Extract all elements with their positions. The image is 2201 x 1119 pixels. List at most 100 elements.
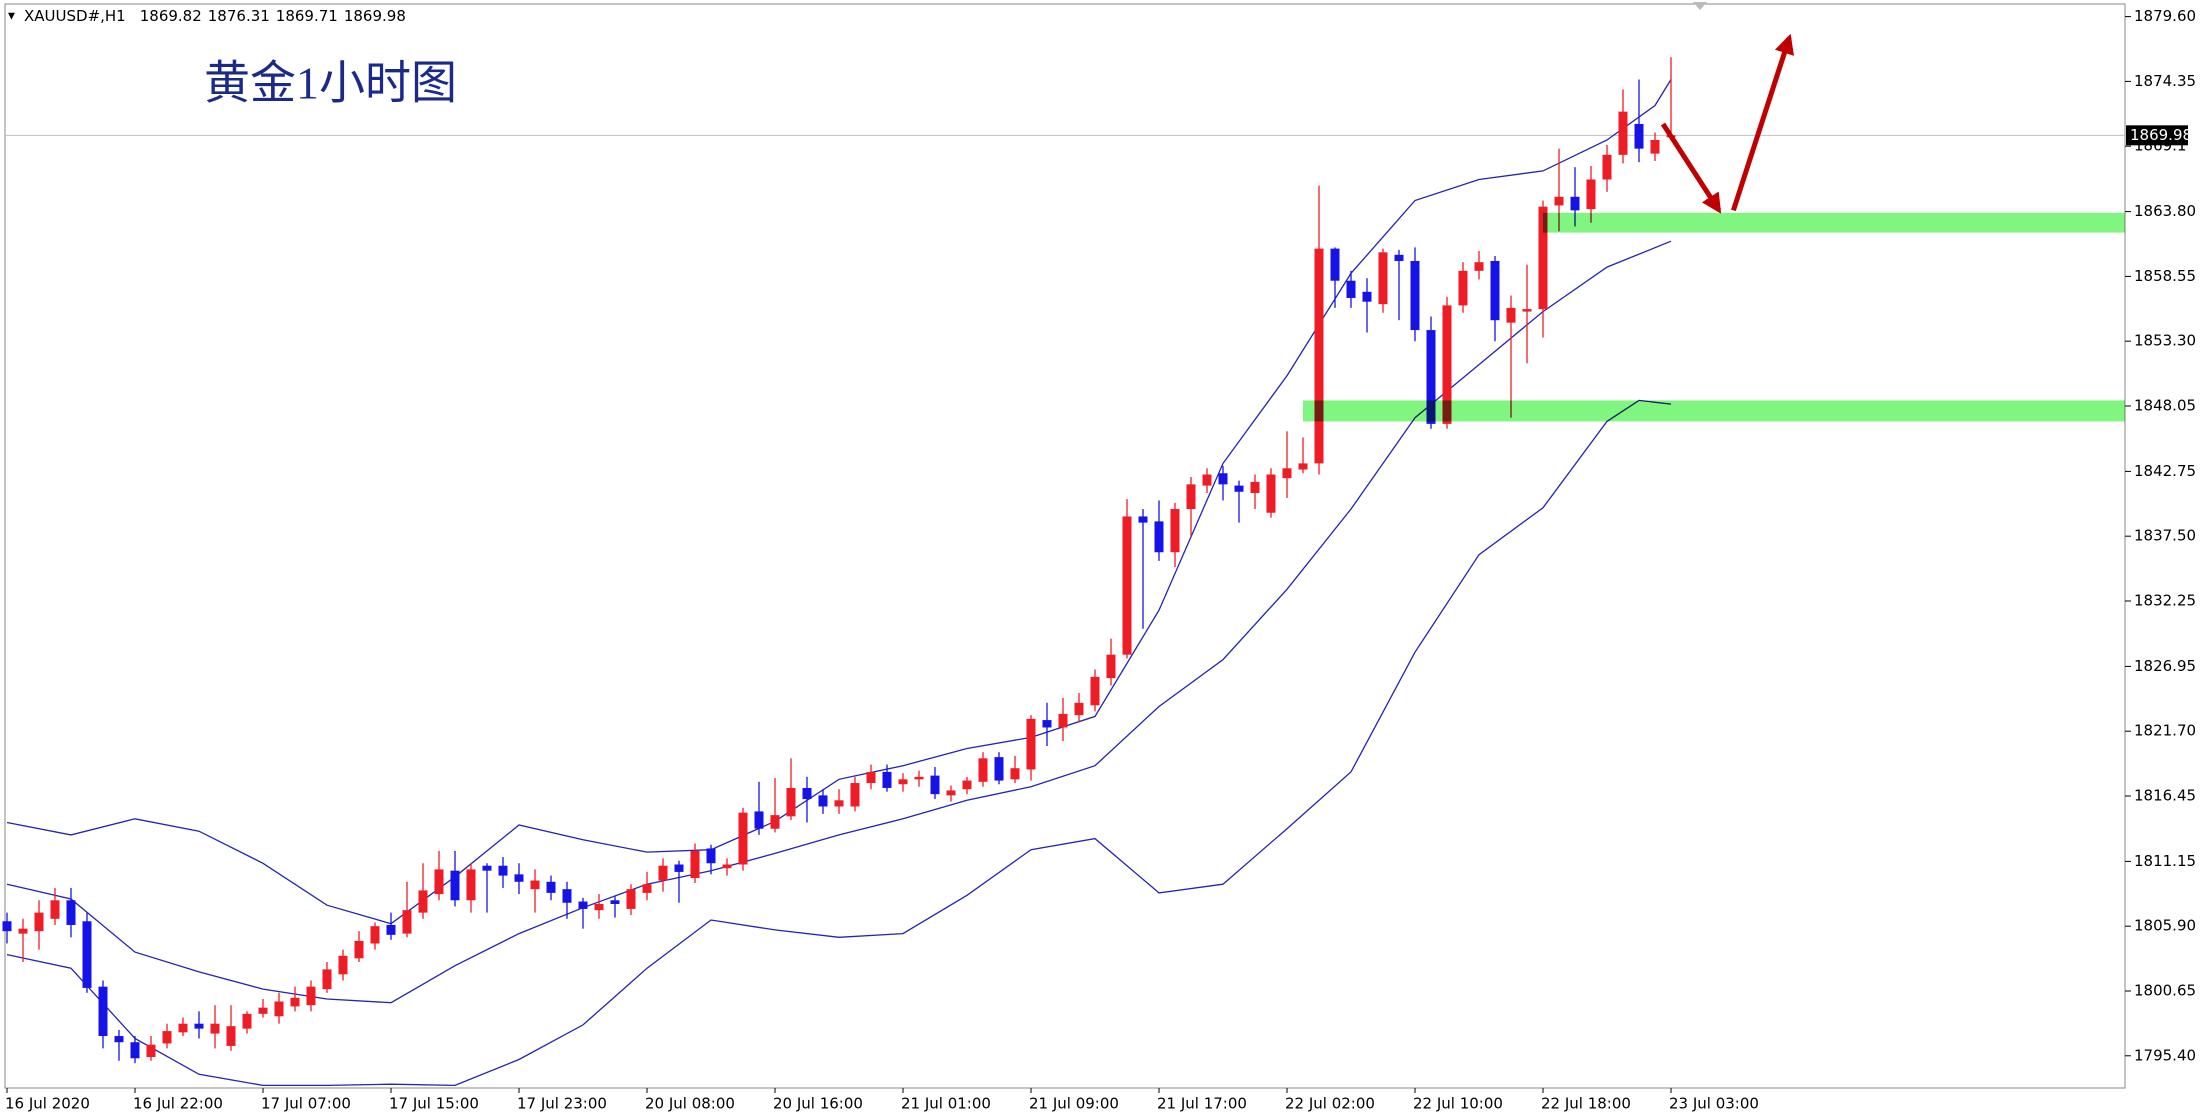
candle-body xyxy=(322,969,332,990)
bollinger-band xyxy=(6,399,1672,1087)
x-tick-label: 23 Jul 03:00 xyxy=(1669,1095,1759,1113)
candle-body xyxy=(162,1031,172,1044)
candle-body xyxy=(1330,248,1340,281)
candle-body xyxy=(50,900,60,919)
y-tick-label: 1842.75 xyxy=(2134,462,2196,480)
candle-body xyxy=(898,779,908,785)
candle-body xyxy=(1266,474,1276,513)
candle-body xyxy=(1218,473,1228,485)
bollinger-band xyxy=(6,240,1672,1004)
candle-body xyxy=(66,900,76,925)
x-tick-label: 20 Jul 08:00 xyxy=(645,1095,735,1113)
candle-body xyxy=(1170,509,1180,553)
candle-body xyxy=(1458,270,1468,306)
candle-body xyxy=(770,815,780,829)
y-tick-label: 1811.15 xyxy=(2134,852,2196,870)
candle-body xyxy=(338,955,348,975)
candle-body xyxy=(178,1023,188,1033)
candle-body xyxy=(482,865,492,871)
candle-body xyxy=(242,1013,252,1029)
candle-body xyxy=(1186,484,1196,510)
candle-body xyxy=(1426,330,1436,424)
candle-body xyxy=(82,921,92,988)
x-tick-label: 20 Jul 16:00 xyxy=(773,1095,863,1113)
candle-body xyxy=(802,787,812,800)
candle-body xyxy=(1618,111,1628,155)
y-tick-label: 1816.45 xyxy=(2134,786,2196,804)
candle-body xyxy=(610,900,620,904)
candle-body xyxy=(626,889,636,909)
candle-body xyxy=(1314,248,1324,464)
x-tick-label: 16 Jul 2020 xyxy=(5,1095,90,1113)
candle-body xyxy=(1250,481,1260,493)
candle-body xyxy=(354,941,364,959)
x-tick-label: 22 Jul 02:00 xyxy=(1285,1095,1375,1113)
candle-body xyxy=(1010,768,1020,780)
candle-body xyxy=(418,890,428,913)
candle-body xyxy=(562,889,572,903)
candle-body xyxy=(450,870,460,901)
y-tick-label: 1853.30 xyxy=(2134,332,2196,350)
candle-body xyxy=(194,1023,204,1029)
candle-body xyxy=(1282,468,1292,479)
candle-body xyxy=(1634,123,1644,149)
menu-arrow: ▼ xyxy=(8,12,15,22)
candle-body xyxy=(994,757,1004,781)
candle-body xyxy=(1346,280,1356,298)
y-tick-label: 1837.50 xyxy=(2134,527,2196,545)
x-tick-label: 21 Jul 17:00 xyxy=(1157,1095,1247,1113)
symbol: XAUUSD#,H1 xyxy=(24,7,126,25)
support-zone xyxy=(1543,212,2125,233)
candle-body xyxy=(386,924,396,935)
candle-body xyxy=(690,850,700,879)
x-tick-label: 16 Jul 22:00 xyxy=(133,1095,223,1113)
candle-body xyxy=(738,812,748,865)
candle-body xyxy=(1042,720,1052,728)
candle-body xyxy=(1202,474,1212,486)
candle-body xyxy=(882,771,892,788)
annotation-arrow xyxy=(1731,33,1794,212)
support-zone xyxy=(1303,400,2125,422)
candle-body xyxy=(1570,196,1580,211)
candle-body xyxy=(1154,521,1164,553)
candle-body xyxy=(226,1026,236,1046)
candle-body xyxy=(962,780,972,790)
candle-body xyxy=(786,787,796,817)
candle-body xyxy=(130,1042,140,1059)
candle-body xyxy=(514,874,524,882)
high: 1876.31 xyxy=(208,7,270,25)
candle-body xyxy=(402,910,412,934)
candle-body xyxy=(1234,485,1244,492)
candle-body xyxy=(434,869,444,895)
candle-body xyxy=(1538,206,1548,310)
annotation-arrow xyxy=(1660,122,1722,214)
y-tick-label: 1848.05 xyxy=(2134,396,2196,414)
close: 1869.98 xyxy=(344,7,406,25)
y-tick-label: 1826.95 xyxy=(2134,657,2196,675)
chart-title: 黄金1小时图 xyxy=(204,58,457,109)
candle-body xyxy=(1410,260,1420,331)
candle-body xyxy=(1506,307,1516,323)
candle-body xyxy=(530,880,540,890)
candle-body xyxy=(722,864,732,869)
x-tick-label: 21 Jul 09:00 xyxy=(1029,1095,1119,1113)
candle-body xyxy=(1090,676,1100,706)
candle-body xyxy=(1522,309,1532,312)
candle-body xyxy=(18,928,28,934)
candle-body xyxy=(1362,291,1372,302)
candle-body xyxy=(930,775,940,795)
plot-frame xyxy=(4,3,2126,1089)
y-tick-label: 1800.65 xyxy=(2134,981,2196,999)
x-tick-label: 17 Jul 07:00 xyxy=(261,1095,351,1113)
candle-body xyxy=(1474,262,1484,271)
candle-body xyxy=(1138,516,1148,523)
candle-body xyxy=(498,865,508,876)
y-tick-label: 1858.55 xyxy=(2134,267,2196,285)
candle-body xyxy=(274,1001,284,1017)
candle-body xyxy=(146,1044,156,1058)
y-tick-label: 1795.40 xyxy=(2134,1046,2196,1064)
candle-body xyxy=(1298,463,1308,470)
candle-body xyxy=(834,800,844,807)
y-tick-label: 1874.35 xyxy=(2134,72,2196,90)
candle-body xyxy=(946,790,956,796)
